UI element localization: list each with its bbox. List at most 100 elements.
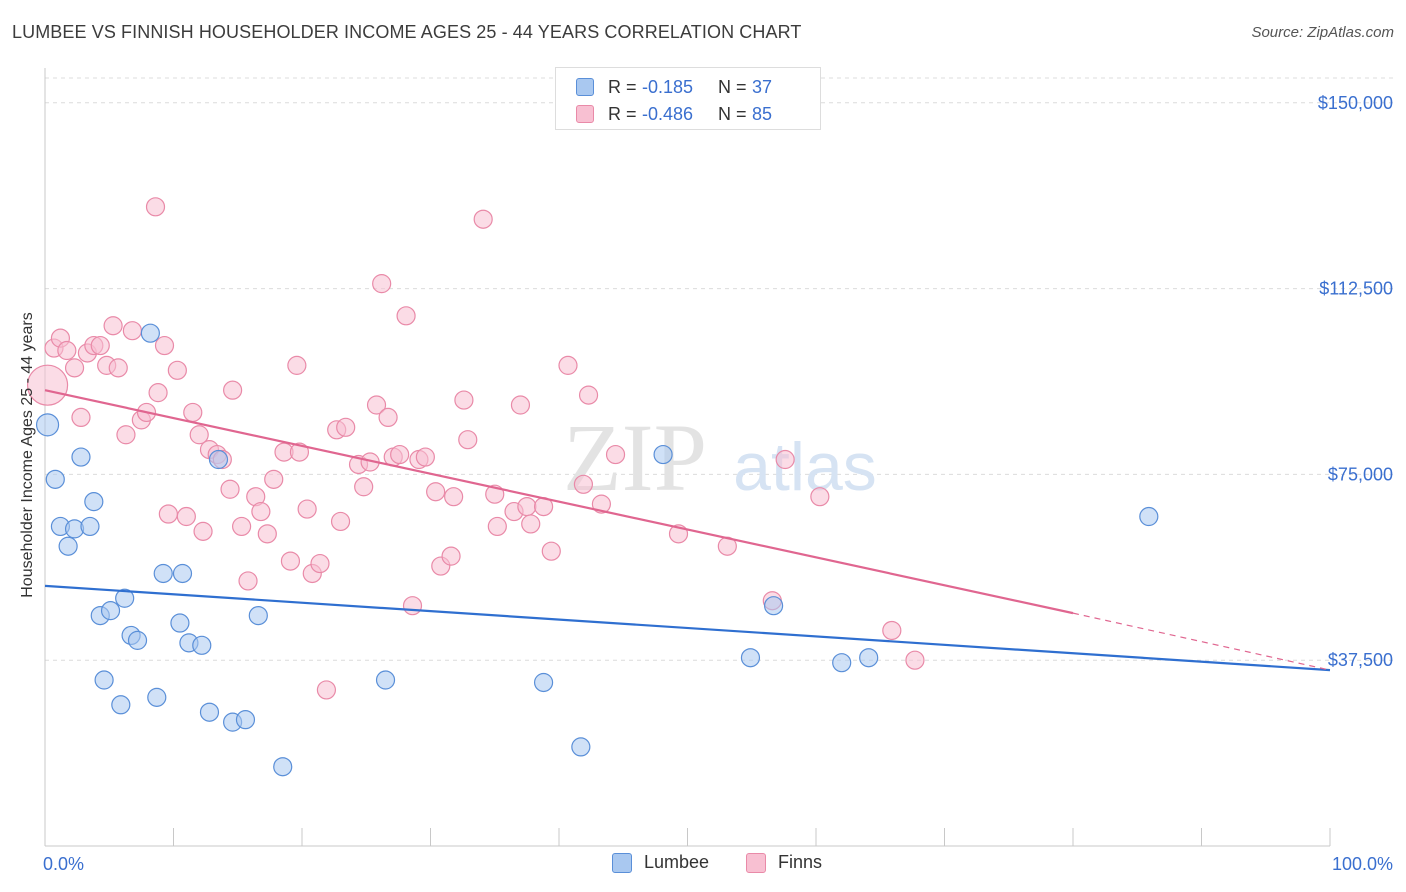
finns-point <box>122 321 142 341</box>
finns-legend-swatch <box>746 852 766 873</box>
finns-point <box>444 487 464 507</box>
finns-point <box>257 524 277 544</box>
lumbee-point <box>763 596 784 616</box>
finns-point <box>90 335 110 356</box>
x-tick-label: 0.0% <box>43 854 84 874</box>
lumbee-point <box>235 710 256 730</box>
finns-point <box>605 444 626 465</box>
y-tick-label: $112,500 <box>1319 279 1393 299</box>
finns-point <box>287 355 307 375</box>
legend-row-finns: R = -0.486 N = 85 <box>576 102 772 126</box>
source-label: Source: ZipAtlas.com <box>1251 24 1394 41</box>
x-tick-labels: 0.0% 100.0% <box>43 854 1393 874</box>
finns-point <box>145 197 166 217</box>
lumbee-point <box>199 702 220 722</box>
lumbee-point <box>208 449 229 470</box>
finns-point <box>220 479 240 499</box>
watermark: ZIP atlas <box>563 404 877 511</box>
lumbee-point <box>248 605 268 626</box>
finns-point <box>251 501 271 522</box>
finns-point <box>441 546 461 566</box>
axes <box>44 68 1331 847</box>
finns-point <box>336 417 356 437</box>
legend-row-lumbee: R = -0.185 N = 37 <box>576 75 772 99</box>
x-tick-label: 100.0% <box>1332 854 1393 874</box>
finns-point <box>158 504 178 524</box>
finns-point <box>232 516 252 537</box>
finns-point <box>578 385 599 405</box>
lumbee-point <box>35 413 60 437</box>
finns-point <box>103 316 123 336</box>
finns-point <box>541 541 561 561</box>
watermark-atlas: atlas <box>733 429 877 505</box>
finns-point <box>189 425 209 445</box>
finns-point <box>905 650 925 670</box>
finns-point <box>148 383 168 403</box>
lumbee-point <box>832 653 852 673</box>
lumbee-point <box>147 687 167 707</box>
finns-point <box>487 516 507 537</box>
lumbee-point <box>533 672 554 693</box>
correlation-legend: R = -0.185 N = 37 R = -0.486 N = 85 <box>555 67 821 130</box>
lumbee-point <box>170 613 190 633</box>
lumbee-point <box>571 737 591 757</box>
finns-point <box>372 274 392 294</box>
legend-n-label: N = <box>718 103 747 124</box>
chart-title: LUMBEE VS FINNISH HOUSEHOLDER INCOME AGE… <box>12 22 802 42</box>
finns-point <box>176 506 196 527</box>
finns-point <box>510 395 531 415</box>
lumbee-point <box>115 588 135 608</box>
lumbee-point <box>375 670 396 690</box>
lumbee-point <box>740 648 761 668</box>
finns-point <box>71 407 91 428</box>
finns-point <box>57 340 77 361</box>
finns-point <box>280 551 301 571</box>
lumbee-point <box>192 635 212 655</box>
lumbee-points <box>35 323 1159 777</box>
finns-point <box>289 442 310 462</box>
finns-point <box>454 390 474 410</box>
finns-point <box>473 209 493 229</box>
lumbee-point <box>45 469 65 489</box>
finns-point <box>154 335 175 356</box>
finns-point <box>366 395 387 415</box>
finns-point <box>238 571 258 591</box>
lumbee-point <box>71 447 91 467</box>
lumbee-point <box>58 536 78 556</box>
finns-point <box>558 355 578 375</box>
finns-point <box>591 494 612 514</box>
finns-point <box>378 407 398 428</box>
lumbee-point <box>80 516 100 537</box>
y-axis-title: Householder Income Ages 25 - 44 years <box>19 312 36 598</box>
lumbee-point <box>172 563 193 584</box>
finns-point <box>183 402 203 423</box>
lumbee-trend-line <box>44 584 1331 672</box>
lumbee-point <box>153 563 173 584</box>
lumbee-point <box>127 630 148 650</box>
finns-point <box>330 511 351 532</box>
lumbee-swatch <box>576 78 594 96</box>
finns-legend-label: Finns <box>778 852 823 872</box>
legend-r-label: R = <box>608 76 637 97</box>
lumbee-point <box>1139 506 1159 527</box>
y-tick-label: $75,000 <box>1328 464 1393 484</box>
lumbee-point <box>859 648 879 668</box>
lumbee-point <box>140 323 160 343</box>
finns-trend-line <box>44 389 1074 615</box>
finns-point <box>775 449 795 470</box>
finns-point <box>310 553 330 574</box>
finns-point <box>390 444 410 465</box>
watermark-zip: ZIP <box>563 404 707 511</box>
finns-point <box>264 469 284 489</box>
finns-point <box>108 358 128 378</box>
finns-point <box>517 496 537 517</box>
finns-point <box>64 358 85 378</box>
lumbee-n-value: 37 <box>752 76 773 97</box>
lumbee-point <box>111 695 131 715</box>
lumbee-point <box>100 601 121 621</box>
finns-r-value: -0.486 <box>642 103 694 124</box>
finns-point <box>882 620 902 641</box>
finns-point <box>193 521 213 541</box>
finns-point <box>167 360 187 380</box>
finns-point <box>354 477 374 497</box>
